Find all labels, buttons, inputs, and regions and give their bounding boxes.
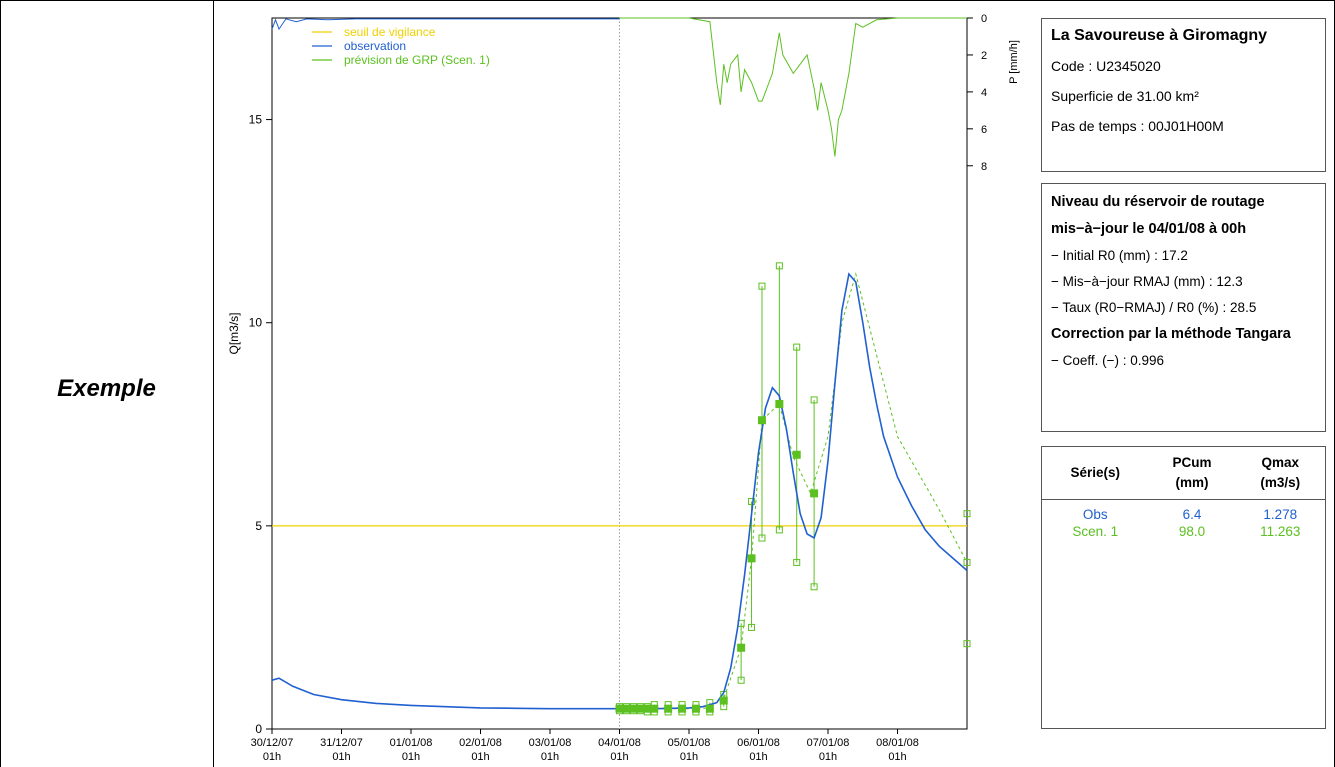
legend-label: seuil de vigilance [344, 25, 436, 39]
reservoir-info-box: Niveau du réservoir de routage mis−à−jou… [1041, 183, 1326, 432]
forecast-median-marker [737, 643, 746, 652]
forecast-end-marker [963, 510, 971, 518]
stats-table-box: Série(s) PCum (mm) Qmax (m3/s) Obs 6.4 1.2… [1041, 446, 1326, 729]
x-tick-hour: 01h [402, 751, 420, 763]
y-tick-label: 10 [249, 316, 263, 330]
observation-line [271, 272, 968, 710]
y2-tick-label: 0 [981, 13, 987, 25]
forecast-median-marker [792, 450, 801, 459]
forecast-median-marker [691, 704, 700, 713]
header-serie: Série(s) [1070, 465, 1121, 480]
y-tick-label: 0 [255, 722, 262, 736]
station-area: Superficie de 31.00 km² [1051, 88, 1199, 104]
legend-label: observation [344, 39, 406, 53]
y2-tick-label: 4 [981, 87, 987, 99]
rain-observation-line [271, 18, 620, 31]
forecast-median-marker [629, 704, 638, 713]
forecast-low-marker [810, 583, 818, 591]
row-label: Exemple [57, 375, 156, 402]
x-tick-date: 04/01/08 [598, 737, 641, 749]
forecast-median-marker [643, 704, 652, 713]
stats-table: Série(s) PCum (mm) Qmax (m3/s) Obs 6.4 1.2… [1042, 447, 1325, 539]
reservoir-heading: Niveau du réservoir de routage [1051, 194, 1265, 210]
forecast-low-marker [748, 623, 756, 631]
forecast-low-marker [758, 534, 766, 542]
station-info-box: La Savoureuse à Giromagny Code : U234502… [1041, 18, 1326, 172]
y-tick-label: 15 [249, 113, 263, 127]
reservoir-update-date: mis−à−jour le 04/01/08 à 00h [1051, 221, 1247, 237]
serie-cell: Obs [1082, 507, 1108, 522]
table-row: Scen. 1 98.0 11.263 [1042, 522, 1325, 539]
legend-label: prévision de GRP (Scen. 1) [344, 53, 490, 67]
reservoir-initial: − Initial R0 (mm) : 17.2 [1051, 248, 1188, 263]
x-tick-hour: 01h [332, 751, 350, 763]
header-qmax: Qmax (m3/s) [1260, 455, 1301, 490]
forecast-median-marker [678, 704, 687, 713]
forecast-median-marker [775, 399, 784, 408]
forecast-low-marker [737, 676, 745, 684]
forecast-median-marker [650, 704, 659, 713]
forecast-median-marker [664, 704, 673, 713]
forecast-median-marker [810, 489, 819, 498]
forecast-low-marker [793, 558, 801, 566]
rain-forecast-line [619, 17, 967, 157]
reservoir-updated: − Mis−à−jour RMAJ (mm) : 12.3 [1051, 274, 1243, 289]
forecast-high-marker [775, 262, 783, 270]
reservoir-rate: − Taux (R0−RMAJ) / R0 (%) : 28.5 [1051, 300, 1257, 315]
qmax-cell: 1.278 [1263, 507, 1298, 522]
correction-heading: Correction par la méthode Tangara [1051, 326, 1291, 342]
forecast-high-marker [810, 396, 818, 404]
forecast-median-marker [636, 704, 645, 713]
y2-tick-label: 8 [981, 161, 987, 173]
correction-coeff: − Coeff. (−) : 0.996 [1051, 353, 1165, 368]
forecast-median-marker [747, 554, 756, 563]
x-tick-hour: 01h [263, 751, 281, 763]
forecast-high-marker [793, 343, 801, 351]
pcum-cell: 98.0 [1178, 524, 1206, 539]
cell-divider [213, 0, 214, 767]
forecast-high-marker [758, 282, 766, 290]
x-tick-hour: 01h [610, 751, 628, 763]
y2-axis-label: P [mm/h] [1008, 40, 1020, 84]
x-tick-hour: 01h [819, 751, 837, 763]
x-tick-date: 05/01/08 [668, 737, 711, 749]
forecast-low-marker [775, 526, 783, 534]
y2-tick-label: 2 [981, 50, 987, 62]
x-tick-date: 30/12/07 [251, 737, 294, 749]
serie-cell: Scen. 1 [1072, 524, 1119, 539]
x-tick-date: 01/01/08 [390, 737, 433, 749]
forecast-high-marker [748, 497, 756, 505]
x-tick-hour: 01h [680, 751, 698, 763]
qmax-cell: 11.263 [1260, 524, 1301, 539]
x-tick-hour: 01h [471, 751, 489, 763]
forecast-end-marker [963, 558, 971, 566]
pcum-cell: 6.4 [1182, 507, 1202, 522]
y-axis-label: Q[m3/s] [227, 312, 241, 354]
x-tick-date: 06/01/08 [737, 737, 780, 749]
x-tick-date: 07/01/08 [807, 737, 850, 749]
x-tick-hour: 01h [888, 751, 906, 763]
station-timestep: Pas de temps : 00J01H00M [1051, 118, 1224, 134]
x-tick-date: 08/01/08 [876, 737, 919, 749]
forecast-median-marker [757, 416, 766, 425]
y2-tick-label: 6 [981, 124, 987, 136]
forecast-median-marker [615, 704, 624, 713]
x-tick-date: 03/01/08 [529, 737, 572, 749]
station-title: La Savoureuse à Giromagny [1051, 27, 1268, 44]
forecast-median-marker [705, 704, 714, 713]
table-row: Obs 6.4 1.278 [1042, 500, 1325, 522]
header-pcum: PCum (mm) [1172, 455, 1212, 490]
plot-frame [271, 17, 968, 730]
forecast-median-marker [622, 704, 631, 713]
hydrograph-chart: 0 5 10 15 Q[m3/s] 0 2 4 6 8 P [mm/h] 30/12/07 01h 31/… [227, 13, 1020, 763]
forecast-end-marker [963, 640, 971, 648]
x-tick-date: 02/01/08 [459, 737, 502, 749]
station-code: Code : U2345020 [1051, 58, 1161, 74]
forecast-median-line [619, 272, 968, 710]
forecast-median-marker [719, 696, 728, 705]
x-tick-date: 31/12/07 [320, 737, 363, 749]
x-tick-hour: 01h [541, 751, 559, 763]
y-tick-label: 5 [255, 519, 262, 533]
x-tick-hour: 01h [749, 751, 767, 763]
